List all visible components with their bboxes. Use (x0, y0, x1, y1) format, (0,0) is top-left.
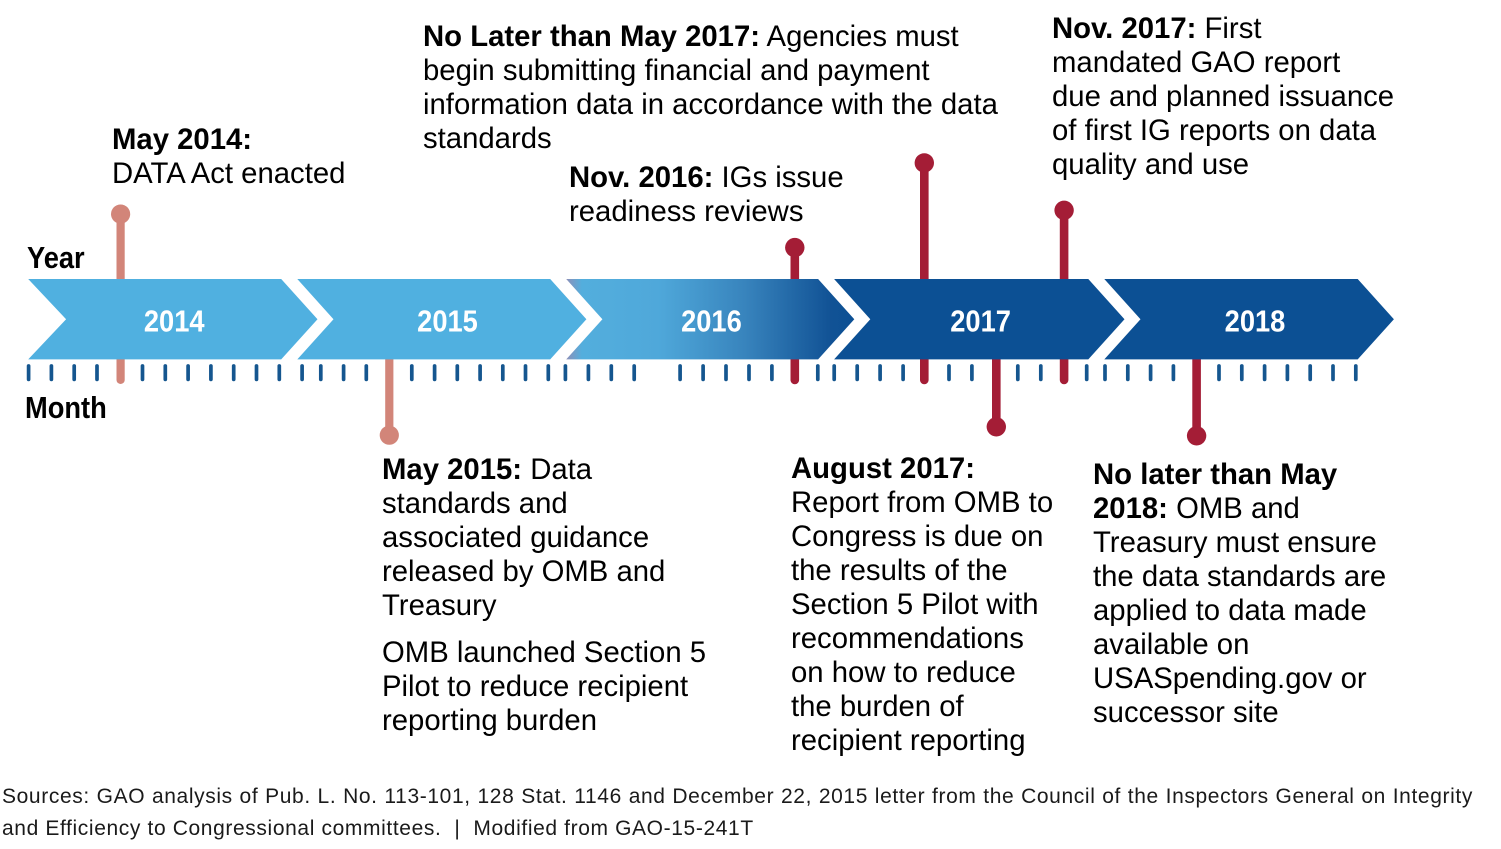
svg-text:2017: 2017 (950, 305, 1011, 339)
svg-text:2015: 2015 (417, 305, 478, 339)
svg-text:2016: 2016 (681, 305, 742, 339)
svg-text:2014: 2014 (144, 305, 205, 339)
svg-text:2018: 2018 (1225, 305, 1286, 339)
